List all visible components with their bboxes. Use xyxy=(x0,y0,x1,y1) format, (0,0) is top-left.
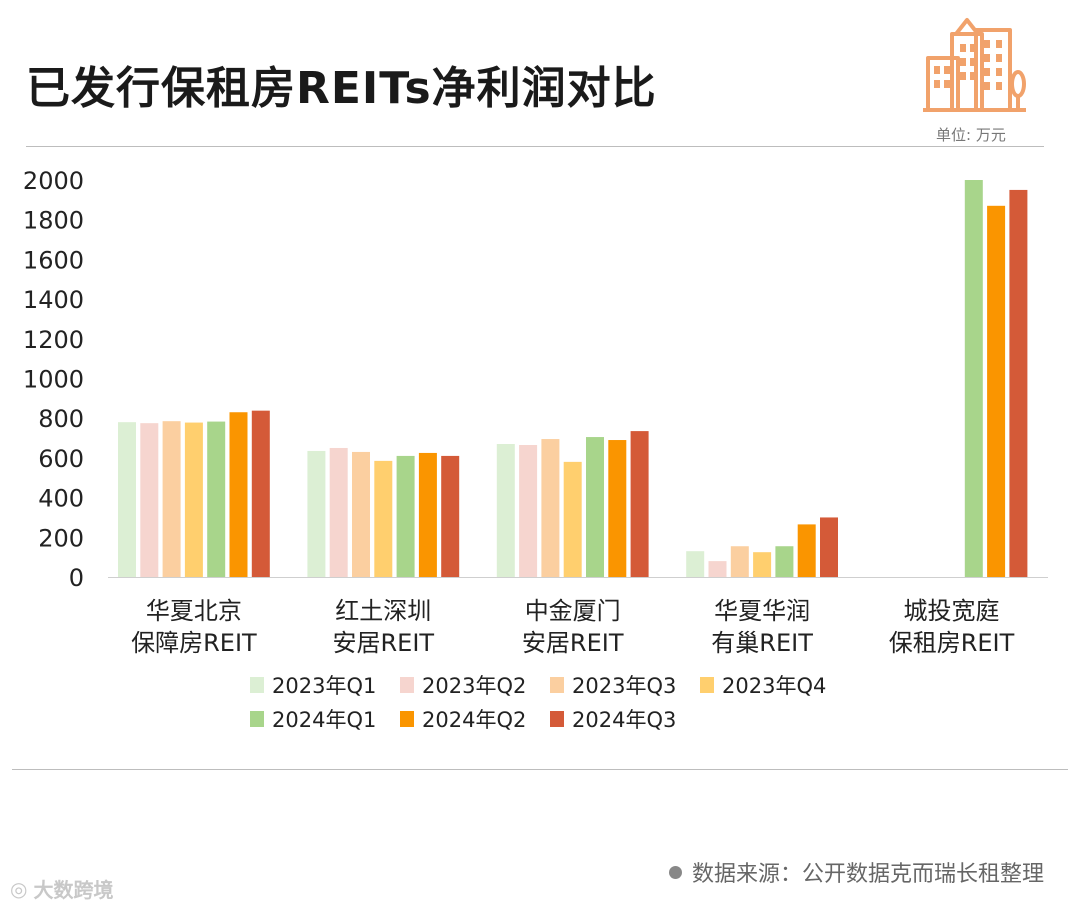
legend-swatch xyxy=(400,711,414,727)
watermark-logo-icon: ◎ xyxy=(10,876,28,901)
y-tick-label: 2000 xyxy=(23,167,84,195)
bar xyxy=(251,410,270,577)
bar xyxy=(207,421,226,577)
legend-label: 2024年Q3 xyxy=(572,708,676,732)
bar xyxy=(686,551,705,577)
chart: 0 200 400 600 800 1000 1200 1400 1600 1800 2000 华夏北… xyxy=(23,167,1048,732)
top-divider xyxy=(26,146,1044,147)
bar xyxy=(519,444,538,577)
y-tick-label: 800 xyxy=(38,405,84,433)
bar xyxy=(608,440,627,577)
legend-swatch xyxy=(250,677,264,693)
y-tick-label: 1200 xyxy=(23,326,84,354)
bar xyxy=(775,546,794,577)
legend-swatch xyxy=(250,711,264,727)
bar xyxy=(1009,189,1028,578)
bar xyxy=(396,455,415,577)
source-note: 数据来源：公开数据克而瑞长租整理 xyxy=(668,856,1044,888)
x-tick-label: 华夏华润 xyxy=(714,597,810,625)
y-tick-label: 200 xyxy=(38,524,84,552)
y-tick-label: 0 xyxy=(69,564,84,592)
legend-label: 2023年Q2 xyxy=(422,674,526,698)
x-tick-label: 红土深圳 xyxy=(335,597,431,625)
bar xyxy=(441,455,460,577)
legend-label: 2023年Q4 xyxy=(722,674,826,698)
legend-swatch xyxy=(550,677,564,693)
bar xyxy=(496,444,515,577)
bar xyxy=(820,517,838,577)
x-tick-label: 安居REIT xyxy=(522,629,624,657)
building-icon xyxy=(923,18,1026,112)
x-tick-label: 安居REIT xyxy=(333,629,435,657)
x-tick-label: 保租房REIT xyxy=(889,629,1015,657)
bar xyxy=(162,421,181,577)
bar xyxy=(630,431,649,577)
y-tick-label: 400 xyxy=(38,485,84,513)
bullet-icon xyxy=(668,865,682,879)
bottom-divider xyxy=(12,769,1068,770)
source-text: 数据来源：公开数据克而瑞长租整理 xyxy=(691,862,1044,887)
legend-label: 2023年Q1 xyxy=(272,674,376,698)
bar xyxy=(118,422,136,577)
y-tick-label: 1600 xyxy=(23,246,84,274)
bar xyxy=(541,439,560,577)
bar xyxy=(563,461,582,577)
bar xyxy=(730,546,749,577)
bar xyxy=(374,460,393,577)
bar xyxy=(184,422,203,577)
bar xyxy=(418,452,437,577)
legend-swatch xyxy=(700,677,714,693)
bar xyxy=(964,180,983,577)
bar xyxy=(307,450,326,577)
page-title: 已发行保租房REITs净利润对比 xyxy=(26,63,657,114)
bar xyxy=(329,447,348,577)
legend-label: 2024年Q1 xyxy=(272,708,376,732)
bar xyxy=(586,437,604,577)
y-tick-label: 1000 xyxy=(23,366,84,394)
x-tick-label: 中金厦门 xyxy=(525,597,621,625)
bar xyxy=(987,205,1006,577)
legend-swatch xyxy=(550,711,564,727)
bar xyxy=(708,561,727,577)
x-tick-label: 保障房REIT xyxy=(131,629,257,657)
watermark-text: 大数跨境 xyxy=(33,878,114,902)
legend-label: 2023年Q3 xyxy=(572,674,676,698)
x-tick-label: 有巢REIT xyxy=(711,629,813,657)
x-tick-label: 华夏北京 xyxy=(146,597,242,625)
bar xyxy=(229,412,248,577)
y-tick-label: 1800 xyxy=(23,207,84,235)
legend-swatch xyxy=(400,677,414,693)
y-tick-label: 600 xyxy=(38,445,84,473)
y-tick-label: 1400 xyxy=(23,286,84,314)
bar xyxy=(753,552,772,577)
watermark: ◎ 大数跨境 xyxy=(10,874,113,903)
x-tick-label: 城投宽庭 xyxy=(904,597,1000,625)
unit-label: 单位: 万元 xyxy=(936,126,1006,144)
bar xyxy=(140,423,159,577)
bar xyxy=(352,451,370,577)
legend-label: 2024年Q2 xyxy=(422,708,526,732)
bar xyxy=(797,524,816,577)
